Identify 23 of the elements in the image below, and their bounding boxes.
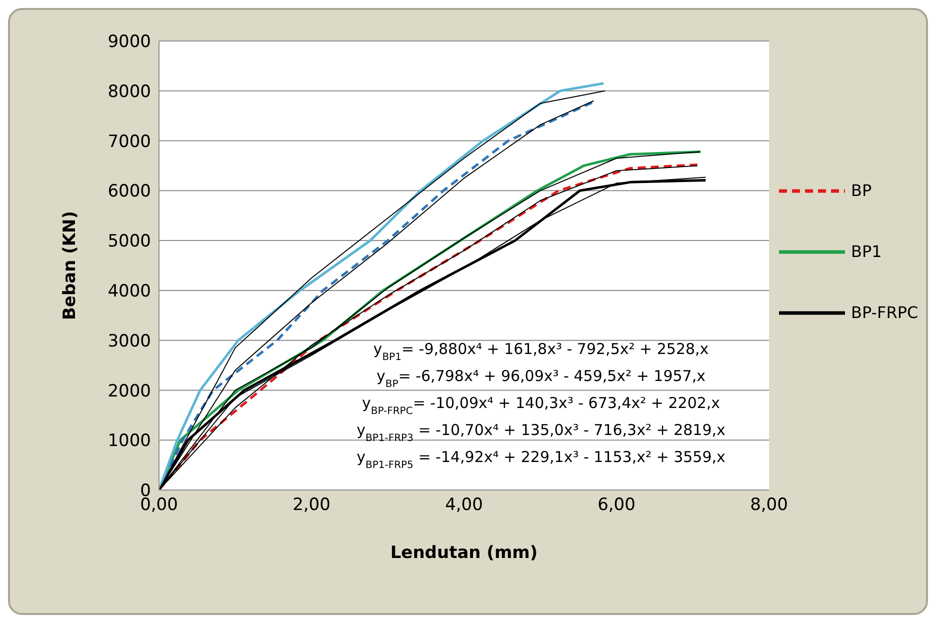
x-tick-label: 6,00: [598, 495, 636, 516]
x-tick-label: 8,00: [750, 495, 788, 516]
legend-label: BP-FRPC: [851, 303, 918, 322]
y-tick-label: 1000: [108, 431, 151, 452]
annotation: y$_{BP}$= -6,798x⁴ + 96,09x³ - 459,5x² + 1957,x: [376, 367, 706, 390]
y-tick-label: 3000: [108, 331, 151, 352]
legend-label: BP1: [851, 242, 882, 261]
y-tick-label: 8000: [108, 82, 151, 102]
y-tick-label: 9000: [108, 32, 151, 52]
y-tick-label: 2000: [108, 381, 151, 402]
annotation: y$_{BP-FRPC}$= -10,09x⁴ + 140,3x³ - 673,4x² + 2202,x: [362, 394, 720, 416]
y-axis-title: Beban (KN): [60, 210, 80, 320]
y-tick-label: 6000: [108, 182, 151, 202]
y-tick-label: 7000: [108, 132, 151, 152]
annotation: y$_{BP1}$= -9,880x⁴ + 161,8x³ - 792,5x² + 2528,x: [373, 340, 709, 362]
annotation: y$_{BP1-FRP3}$ = -10,70x⁴ + 135,0x³ - 716,3x² + 2819,x: [356, 421, 726, 444]
x-tick-label: 2,00: [292, 495, 330, 516]
y-tick-label: 5000: [108, 232, 151, 252]
y-tick-label: 4000: [108, 281, 151, 302]
x-axis-title: Lendutan (mm): [390, 543, 538, 563]
x-tick-label: 4,00: [445, 495, 483, 516]
annotation: y$_{BP1-FRP5}$ = -14,92x⁴ + 229,1x³ - 1153,x² + 3559,x: [356, 448, 726, 470]
legend-label: BP: [851, 181, 872, 200]
